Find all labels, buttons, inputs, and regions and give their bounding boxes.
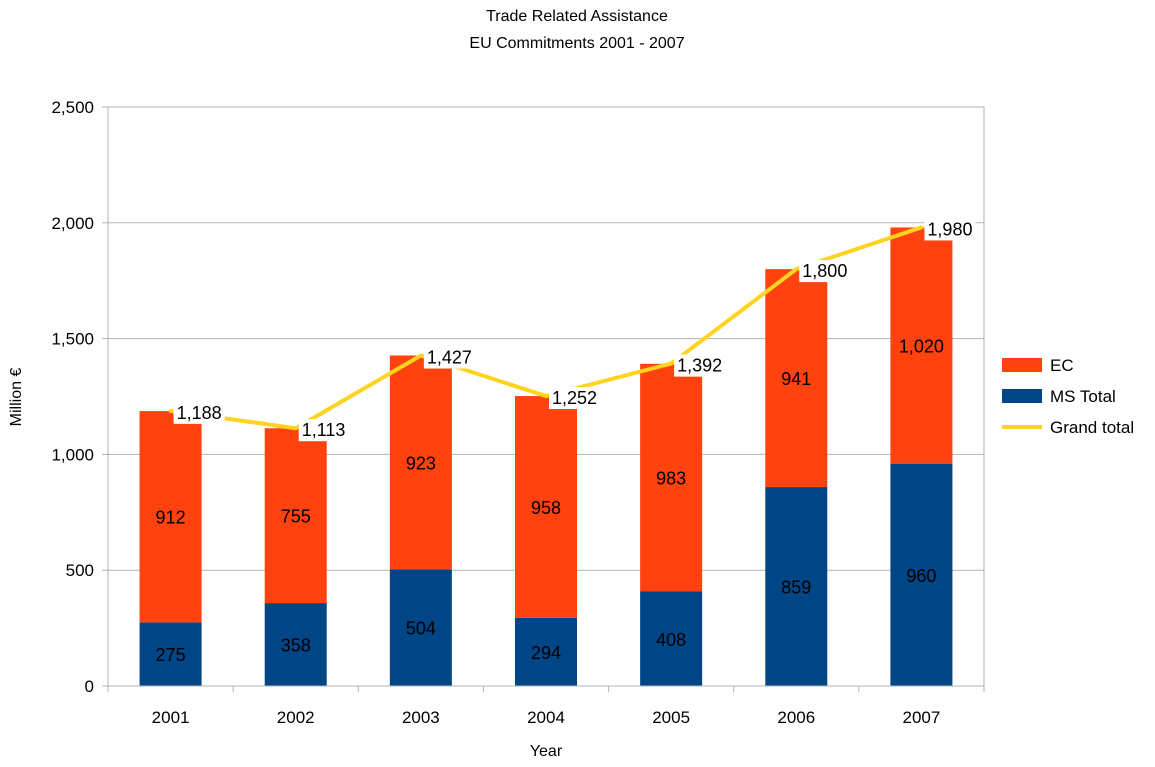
x-tick-label: 2002 bbox=[277, 708, 315, 727]
bar-label-ms-total: 859 bbox=[781, 578, 811, 598]
bar-ec bbox=[765, 269, 828, 488]
grand-total-label-bg bbox=[674, 354, 726, 377]
grand-total-label: 1,188 bbox=[177, 403, 222, 423]
x-tick-label: 2005 bbox=[652, 708, 690, 727]
grand-total-series-line bbox=[168, 225, 924, 431]
bar-ms-total bbox=[264, 603, 327, 686]
y-tick-label: 2,000 bbox=[51, 214, 94, 233]
axes: 0 500 1,000 1,500 2,000 2,500 2001 2002 2003 2004… bbox=[51, 98, 985, 727]
y-axis-title: Million € bbox=[8, 368, 25, 427]
y-tick-label: 1,000 bbox=[51, 445, 94, 464]
legend-label: EC bbox=[1050, 356, 1074, 375]
bar-label-ms-total: 960 bbox=[906, 566, 936, 586]
bar-label-ms-total: 358 bbox=[281, 636, 311, 656]
bar-label-ec: 923 bbox=[406, 453, 436, 473]
bar-ms-total bbox=[515, 617, 577, 686]
grand-total-label-bg bbox=[298, 419, 349, 442]
legend-swatch-ms-total bbox=[1002, 389, 1042, 403]
grand-total-label: 1,113 bbox=[302, 420, 346, 440]
grand-total-label-bg bbox=[924, 218, 976, 241]
grand-total-label-bg bbox=[799, 260, 851, 283]
x-axis-title: Year bbox=[530, 743, 563, 760]
bar-label-ec: 958 bbox=[531, 498, 561, 518]
grand-total-label-bg bbox=[549, 387, 601, 410]
legend-swatch-ec bbox=[1002, 358, 1042, 372]
bar-label-ec: 912 bbox=[156, 508, 186, 528]
grand-total-label: 1,800 bbox=[802, 261, 847, 281]
grand-total-label: 1,427 bbox=[427, 348, 472, 368]
bar-label-ec: 941 bbox=[781, 369, 811, 389]
legend-label: MS Total bbox=[1050, 387, 1116, 406]
bar-label-ms-total: 275 bbox=[156, 645, 186, 665]
grand-total-label: 1,252 bbox=[552, 388, 597, 408]
y-tick-label: 1,500 bbox=[51, 330, 94, 349]
bar-label-ms-total: 294 bbox=[531, 643, 561, 663]
bar-ms-total bbox=[765, 487, 828, 686]
x-tick-label: 2003 bbox=[402, 708, 440, 727]
grand-total-label-bg bbox=[423, 346, 475, 369]
bar-ms-total bbox=[139, 622, 202, 686]
bar-label-ms-total: 408 bbox=[656, 630, 686, 650]
x-tick-label: 2006 bbox=[777, 708, 815, 727]
bar-label-ec: 755 bbox=[281, 507, 311, 527]
bar-ec bbox=[264, 428, 327, 604]
legend: EC MS Total Grand total bbox=[1002, 356, 1134, 437]
bar-label-ec: 983 bbox=[656, 469, 686, 489]
bar-ec bbox=[640, 363, 703, 592]
bar-ms-total bbox=[890, 463, 953, 686]
bar-label-ec: 1,020 bbox=[899, 337, 944, 357]
grand-total-label: 1,392 bbox=[677, 356, 722, 376]
chart-title: Trade Related Assistance bbox=[486, 8, 668, 25]
chart-subtitle: EU Commitments 2001 - 2007 bbox=[469, 35, 684, 52]
legend-label: Grand total bbox=[1050, 418, 1134, 437]
bar-ec bbox=[890, 227, 953, 464]
bar-ms-total bbox=[640, 591, 703, 686]
bar-ec bbox=[139, 411, 202, 623]
plot-frame bbox=[107, 106, 985, 687]
data-labels: 275 912 358 755 504 923 294 958 408 983 859 941 960 1… bbox=[156, 218, 976, 665]
x-tick-label: 2007 bbox=[903, 708, 941, 727]
bar-ec bbox=[389, 355, 452, 570]
x-tick-label: 2004 bbox=[527, 708, 565, 727]
y-tick-label: 500 bbox=[66, 561, 94, 580]
grand-total-label-bg bbox=[173, 401, 225, 424]
grand-total-line bbox=[168, 225, 924, 431]
x-tick-label: 2001 bbox=[152, 708, 190, 727]
y-tick-label: 0 bbox=[85, 677, 94, 696]
bars bbox=[139, 227, 953, 686]
bar-ec bbox=[515, 396, 577, 618]
y-tick-label: 2,500 bbox=[51, 98, 94, 117]
grand-total-label: 1,980 bbox=[927, 219, 972, 239]
bar-label-ms-total: 504 bbox=[406, 619, 436, 639]
bar-ms-total bbox=[389, 569, 452, 686]
